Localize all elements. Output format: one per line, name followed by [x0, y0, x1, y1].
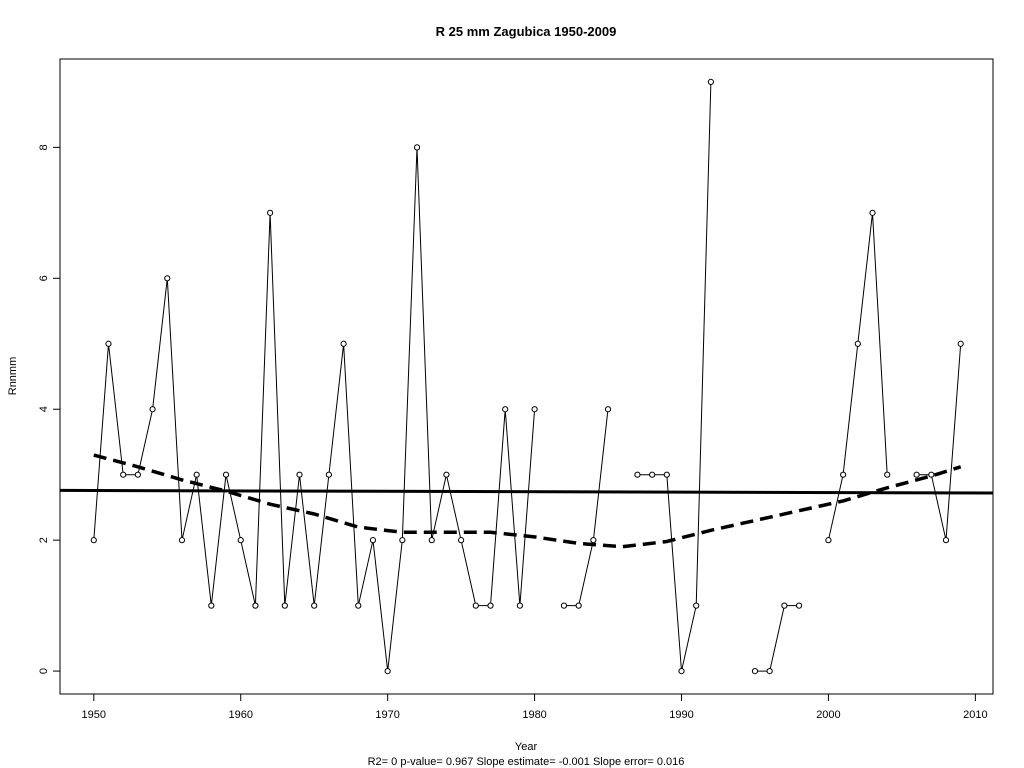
data-point — [222, 471, 230, 478]
y-tick-label: 6 — [38, 275, 50, 281]
data-point — [178, 537, 186, 544]
chart-title: R 25 mm Zagubica 1950-2009 — [436, 24, 617, 39]
data-point — [193, 471, 200, 478]
x-tick-label: 1990 — [669, 709, 693, 721]
data-point — [840, 471, 847, 478]
y-tick-label: 2 — [38, 537, 50, 543]
linear-trend-line — [59, 488, 994, 495]
data-point — [634, 471, 641, 478]
plot-area — [59, 58, 994, 695]
data-point — [928, 471, 935, 478]
data-point — [208, 602, 215, 609]
data-point — [296, 471, 303, 478]
data-point — [149, 406, 156, 413]
data-point — [678, 667, 685, 675]
y-tick-label: 0 — [38, 668, 50, 674]
data-point — [267, 209, 274, 216]
y-tick-label: 8 — [38, 144, 50, 150]
data-point — [649, 471, 656, 478]
data-point — [472, 602, 479, 609]
data-point — [105, 340, 112, 347]
x-tick-label: 2000 — [816, 709, 840, 721]
data-point — [443, 471, 450, 478]
observed-line-segment — [916, 343, 962, 541]
trend-lines — [59, 453, 994, 549]
y-axis-label: Rnnmm — [7, 357, 19, 396]
x-tick-label: 1950 — [82, 709, 106, 721]
data-point — [531, 406, 538, 413]
data-point — [575, 602, 582, 609]
data-point — [164, 275, 171, 282]
x-tick-label: 1980 — [522, 709, 546, 721]
data-point — [311, 602, 318, 609]
data-point — [340, 340, 347, 347]
data-point — [487, 602, 494, 609]
data-point — [502, 406, 509, 413]
observed-line-segment — [755, 605, 800, 672]
data-point — [252, 602, 259, 609]
x-tick-label: 1970 — [375, 709, 399, 721]
data-point — [766, 667, 773, 675]
data-point — [751, 667, 759, 675]
y-tick-label: 4 — [38, 406, 50, 412]
data-point — [693, 602, 700, 609]
data-point — [384, 667, 391, 675]
observed-line-segment — [564, 409, 609, 607]
x-tick-label: 2010 — [963, 709, 987, 721]
data-point — [825, 537, 832, 544]
plot-frame — [59, 58, 994, 695]
data-point — [604, 406, 612, 413]
data-point — [281, 602, 288, 609]
x-axis-label: Year — [515, 741, 538, 753]
data-point — [120, 471, 127, 478]
data-point — [90, 537, 97, 544]
smoothed-trend-line — [93, 453, 962, 549]
data-point — [458, 537, 465, 544]
data-point — [707, 78, 714, 86]
data-point — [325, 471, 332, 478]
data-point — [134, 471, 141, 478]
data-point — [355, 602, 362, 609]
data-point — [516, 602, 523, 609]
observed-series — [90, 78, 964, 675]
data-point — [869, 209, 876, 216]
axes: 1950 1960 1970 1980 1990 2000 2010 0 2 4 6 8 — [38, 144, 988, 721]
data-point — [237, 537, 244, 544]
data-point — [369, 537, 377, 544]
data-point — [942, 537, 950, 544]
data-point — [428, 537, 435, 544]
data-point — [781, 602, 788, 609]
data-point — [399, 537, 406, 544]
data-point — [413, 144, 421, 151]
data-point — [663, 471, 670, 478]
data-point — [913, 471, 920, 478]
stats-line: R2= 0 p-value= 0.967 Slope estimate= -0.… — [368, 756, 685, 768]
x-tick-label: 1960 — [228, 709, 252, 721]
data-point — [884, 471, 891, 478]
data-point — [854, 340, 861, 347]
data-point — [957, 340, 964, 347]
data-point — [560, 602, 568, 609]
data-point — [590, 537, 597, 544]
data-point — [795, 602, 803, 609]
